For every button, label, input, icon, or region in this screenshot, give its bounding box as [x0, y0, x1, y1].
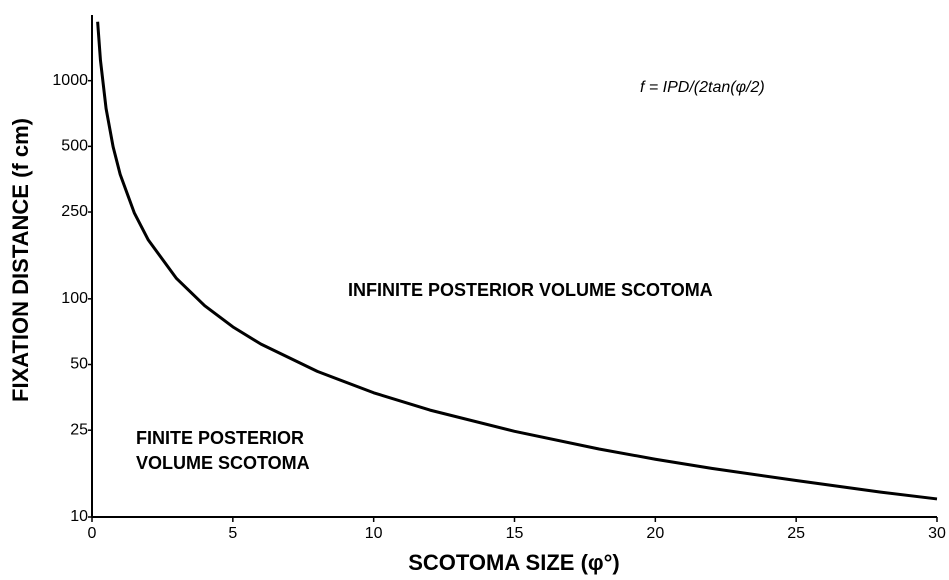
x-tick-label: 15	[506, 525, 524, 542]
y-tick-label: 25	[70, 421, 88, 438]
x-tick-label: 0	[88, 525, 97, 542]
formula: f = IPD/(2tan(φ/2)	[640, 79, 765, 96]
region-label: VOLUME SCOTOMA	[136, 453, 310, 473]
x-tick-label: 30	[928, 525, 946, 542]
y-tick-label: 1000	[52, 72, 88, 89]
region-label: INFINITE POSTERIOR VOLUME SCOTOMA	[348, 280, 713, 300]
y-tick-label: 100	[61, 290, 88, 307]
x-tick-label: 5	[228, 525, 237, 542]
x-tick-label: 25	[787, 525, 805, 542]
x-tick-label: 20	[646, 525, 664, 542]
x-axis-label: SCOTOMA SIZE (φ°)	[408, 550, 620, 575]
y-tick-label: 50	[70, 356, 88, 373]
region-label: FINITE POSTERIOR	[136, 428, 304, 448]
y-tick-label: 250	[61, 203, 88, 220]
x-tick-label: 10	[365, 525, 383, 542]
y-tick-label: 10	[70, 508, 88, 525]
curve	[96, 21, 938, 501]
y-tick-label: 500	[61, 138, 88, 155]
y-axis-label: FIXATION DISTANCE (f cm)	[8, 118, 33, 402]
